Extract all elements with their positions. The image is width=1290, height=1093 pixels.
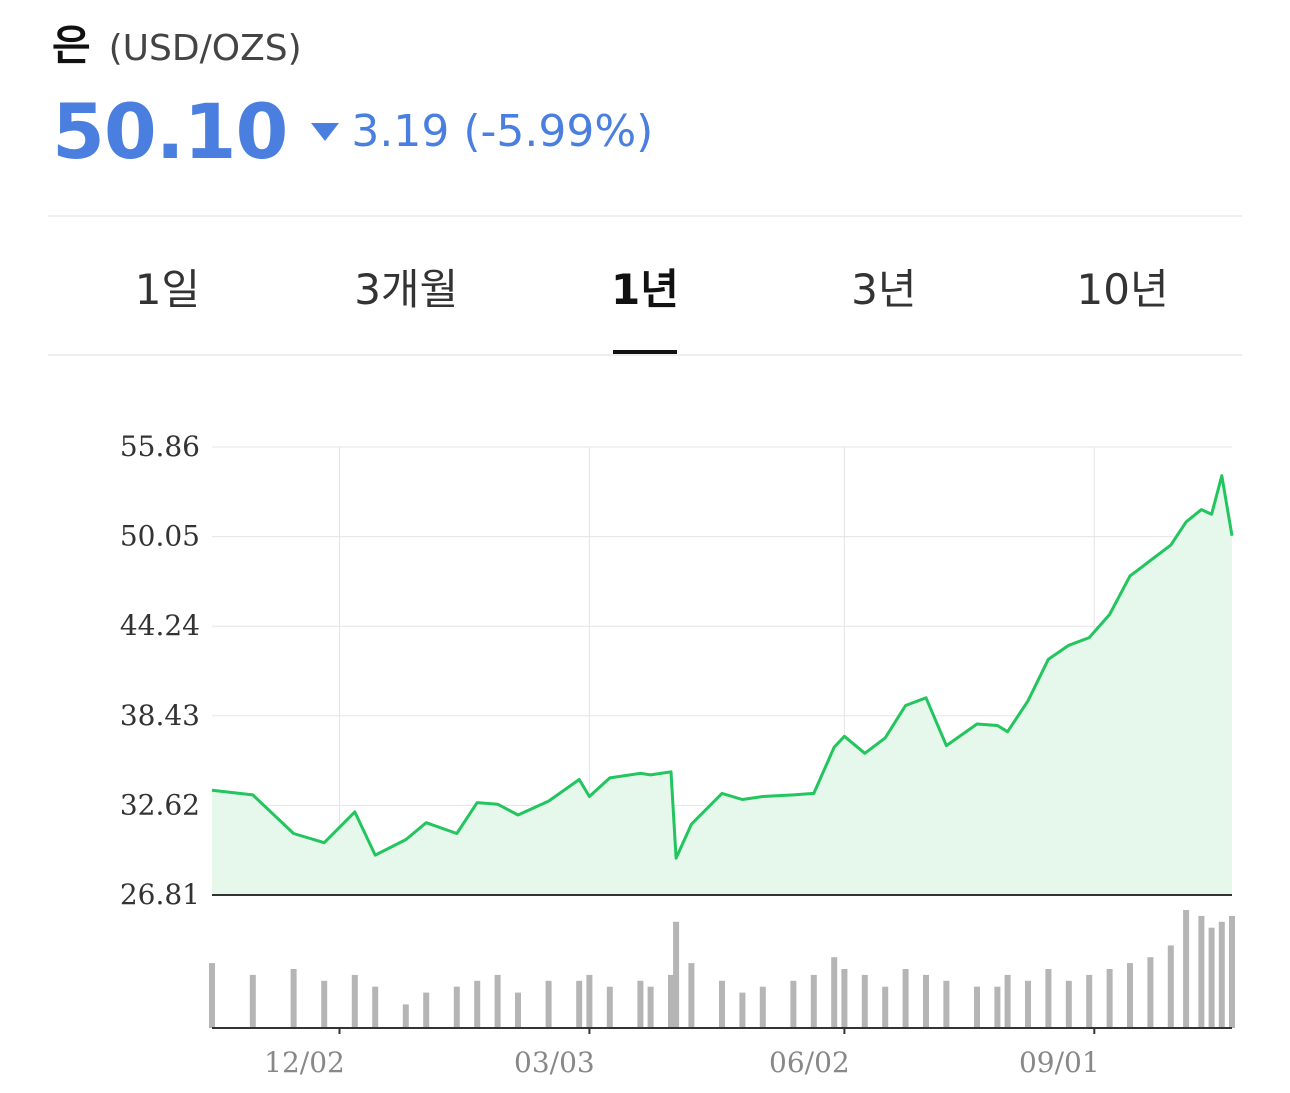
volume-bar	[637, 980, 644, 1028]
asset-unit: (USD/OZS)	[108, 28, 302, 69]
volume-bar	[1218, 921, 1225, 1028]
volume-bar	[372, 986, 379, 1028]
x-tick-label: 09/01	[1019, 1046, 1100, 1079]
volume-bar	[974, 986, 980, 1028]
volume-bar	[1167, 945, 1174, 1028]
volume-bar	[1208, 927, 1215, 1028]
volume-bar	[688, 963, 695, 1028]
volume-bar	[739, 992, 746, 1028]
volume-bar	[1086, 974, 1093, 1028]
volume-bar	[1229, 915, 1235, 1028]
tab-1y[interactable]: 1년	[526, 218, 765, 354]
volume-bar	[673, 921, 680, 1028]
volume-bar	[1106, 969, 1113, 1028]
volume-bar	[861, 974, 868, 1028]
volume-bar	[209, 963, 215, 1028]
triangle-down-icon	[311, 122, 340, 141]
quote-header: 은 (USD/OZS) 50.10 3.19 (-5.99%)	[52, 12, 653, 176]
volume-bar	[902, 969, 909, 1028]
x-tick-label: 03/03	[514, 1046, 595, 1079]
volume-bar	[923, 974, 929, 1028]
divider-bottom	[48, 354, 1242, 356]
volume-bar	[576, 980, 583, 1028]
tab-10y[interactable]: 10년	[1076, 264, 1169, 314]
volume-bar	[882, 986, 889, 1028]
volume-bar	[586, 974, 593, 1028]
volume-bar	[402, 1004, 409, 1028]
y-tick-label: 50.05	[120, 520, 200, 553]
current-price: 50.10	[52, 87, 288, 176]
volume-bar	[494, 974, 501, 1028]
x-tick-label: 12/02	[264, 1046, 345, 1079]
volume-bar	[943, 980, 950, 1028]
price-line	[211, 474, 1234, 860]
volume-bar	[453, 986, 460, 1028]
price-chart: 55.86 50.05 44.24 38.43 32.62 26.81 12/02 03/03…	[120, 430, 1235, 1079]
y-tick-label: 55.86	[120, 430, 200, 463]
asset-name: 은	[52, 21, 91, 70]
volume-bar	[1004, 974, 1011, 1028]
tab-3y[interactable]: 3년	[851, 264, 917, 314]
volume-bar	[1147, 957, 1154, 1028]
volume-bar	[1045, 969, 1052, 1028]
period-tabs: 1일 3개월 1년 3년 10년	[48, 218, 1242, 354]
volume-bar	[1065, 980, 1072, 1028]
volume-bar	[994, 986, 1001, 1028]
volume-bar	[606, 986, 613, 1028]
volume-bar	[545, 980, 552, 1028]
volume-bar	[831, 957, 838, 1028]
volume-bar	[1198, 915, 1205, 1028]
volume-bar	[790, 980, 797, 1028]
volume-bar	[249, 974, 256, 1028]
volume-bar	[810, 974, 817, 1028]
volume-bar	[1183, 910, 1190, 1028]
divider-top	[48, 215, 1242, 217]
tab-3m[interactable]: 3개월	[354, 264, 459, 314]
volume-bar	[668, 974, 674, 1028]
volume-bar	[474, 980, 481, 1028]
price-area	[212, 475, 1232, 895]
y-tick-label: 32.62	[120, 788, 200, 821]
volume-bar	[423, 992, 430, 1028]
volume-bar	[1127, 963, 1133, 1028]
volume-bar	[647, 986, 654, 1028]
volume-bar	[351, 974, 358, 1028]
volume-bar	[515, 992, 521, 1028]
price-change: 3.19 (-5.99%)	[351, 106, 654, 157]
tab-1d[interactable]: 1일	[134, 264, 201, 314]
volume-bar	[290, 969, 297, 1028]
volume-bar	[321, 980, 328, 1028]
y-tick-label: 44.24	[120, 609, 200, 642]
volume-bar	[1025, 980, 1031, 1028]
volume-bar	[841, 969, 848, 1028]
x-tick-label: 06/02	[769, 1046, 850, 1079]
volume-bar	[719, 980, 725, 1028]
y-tick-label: 26.81	[120, 878, 200, 911]
y-tick-label: 38.43	[120, 699, 200, 732]
volume-bar	[759, 986, 766, 1028]
